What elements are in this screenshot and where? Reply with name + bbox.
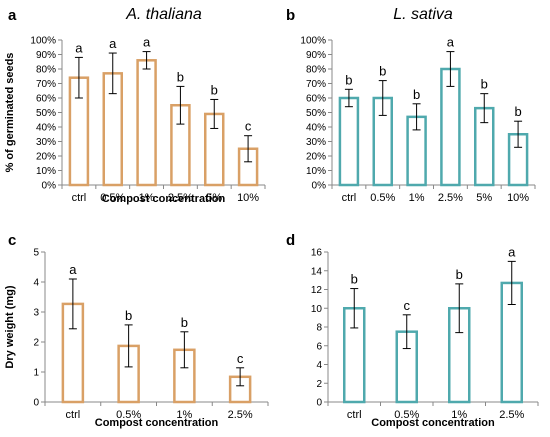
x-category-label-a-2: 1% (139, 192, 155, 204)
significance-letter-d-3: a (508, 244, 516, 259)
y-tick-label-b: 90% (306, 50, 326, 61)
x-category-label-a-3: 2.5% (168, 192, 193, 204)
x-category-label-b-0: ctrl (342, 192, 357, 204)
y-tick-label-a: 40% (36, 123, 56, 134)
panel-label-b: b (286, 7, 295, 24)
y-tick-label-b: 20% (306, 152, 326, 163)
significance-letter-d-2: b (456, 267, 463, 282)
y-tick-label-d: 14 (311, 266, 323, 277)
x-category-label-c-2: 1% (176, 409, 192, 421)
x-category-label-b-2: 1% (409, 192, 425, 204)
chart-title-a: A. thaliana (125, 6, 202, 23)
x-category-label-d-1: 0.5% (394, 409, 419, 421)
panel-label-d: d (286, 232, 295, 249)
significance-letter-b-0: b (345, 72, 352, 87)
significance-letter-c-3: c (237, 351, 244, 366)
x-category-label-a-0: ctrl (72, 192, 87, 204)
y-tick-label-b: 100% (300, 36, 326, 47)
y-tick-label-c: 2 (33, 338, 39, 349)
y-tick-label-a: 0% (42, 181, 57, 192)
y-tick-label-a: 70% (36, 79, 56, 90)
significance-letter-c-0: a (69, 262, 77, 277)
y-tick-label-d: 0 (316, 398, 322, 409)
y-axis-label-a: % of germinated seeds (4, 53, 16, 173)
x-category-label-b-3: 2.5% (438, 192, 463, 204)
y-tick-label-b: 50% (306, 108, 326, 119)
y-tick-label-a: 100% (30, 36, 56, 47)
significance-letter-b-5: b (514, 104, 521, 119)
y-tick-label-b: 80% (306, 65, 326, 76)
x-category-label-c-0: ctrl (66, 409, 81, 421)
x-category-label-b-4: 5% (476, 192, 492, 204)
y-tick-label-a: 90% (36, 50, 56, 61)
x-category-label-c-3: 2.5% (228, 409, 253, 421)
bar-b-0 (338, 96, 360, 187)
y-axis-label-c: Dry weight (mg) (4, 285, 16, 368)
panel-label-c: c (8, 232, 16, 249)
y-tick-label-c: 5 (33, 248, 39, 259)
y-tick-label-a: 50% (36, 108, 56, 119)
y-tick-label-a: 60% (36, 94, 56, 105)
significance-letter-a-0: a (75, 40, 83, 55)
significance-letter-b-2: b (413, 87, 420, 102)
panel-label-a: a (8, 7, 17, 24)
y-tick-label-a: 80% (36, 65, 56, 76)
x-category-label-a-5: 10% (237, 192, 259, 204)
y-tick-label-d: 16 (311, 248, 323, 259)
significance-letter-d-0: b (351, 272, 358, 287)
significance-letter-a-1: a (109, 36, 117, 51)
x-axis-label-d: Compost concentration (371, 417, 495, 429)
y-tick-label-a: 30% (36, 137, 56, 148)
x-category-label-d-2: 1% (451, 409, 467, 421)
y-tick-label-d: 4 (316, 360, 322, 371)
x-category-label-b-5: 10% (507, 192, 529, 204)
significance-letter-a-3: b (177, 69, 184, 84)
y-tick-label-a: 20% (36, 152, 56, 163)
significance-letter-d-1: c (404, 298, 411, 313)
significance-letter-c-1: b (125, 308, 132, 323)
x-axis-label-c: Compost concentration (95, 417, 219, 429)
y-tick-label-b: 10% (306, 166, 326, 177)
y-tick-label-d: 8 (316, 323, 322, 334)
y-tick-label-d: 12 (311, 285, 323, 296)
y-tick-label-c: 4 (33, 278, 39, 289)
x-axis-label-a: Compost concentration (102, 193, 226, 205)
y-tick-label-b: 0% (312, 181, 327, 192)
significance-letter-b-4: b (481, 77, 488, 92)
y-tick-label-d: 10 (311, 304, 323, 315)
significance-letter-a-5: c (245, 119, 252, 134)
significance-letter-b-3: a (447, 35, 455, 50)
y-tick-label-c: 3 (33, 308, 39, 319)
x-category-label-b-1: 0.5% (370, 192, 395, 204)
significance-letter-c-2: b (181, 315, 188, 330)
y-tick-label-b: 70% (306, 79, 326, 90)
y-tick-label-d: 6 (316, 341, 322, 352)
y-tick-label-b: 40% (306, 123, 326, 134)
x-category-label-d-3: 2.5% (499, 409, 524, 421)
y-tick-label-a: 10% (36, 166, 56, 177)
chart-title-b: L. sativa (393, 6, 453, 23)
significance-letter-b-1: b (379, 64, 386, 79)
significance-letter-a-4: b (211, 82, 218, 97)
y-tick-label-b: 30% (306, 137, 326, 148)
bar-a-2 (136, 59, 157, 187)
y-tick-label-b: 60% (306, 94, 326, 105)
x-category-label-a-4: 5% (206, 192, 222, 204)
x-category-label-a-1: 0.5% (100, 192, 125, 204)
y-tick-label-d: 2 (316, 379, 322, 390)
x-category-label-d-0: ctrl (347, 409, 362, 421)
significance-letter-a-2: a (143, 35, 151, 50)
y-tick-label-c: 1 (33, 368, 39, 379)
y-tick-label-c: 0 (33, 398, 39, 409)
x-category-label-c-1: 0.5% (116, 409, 141, 421)
